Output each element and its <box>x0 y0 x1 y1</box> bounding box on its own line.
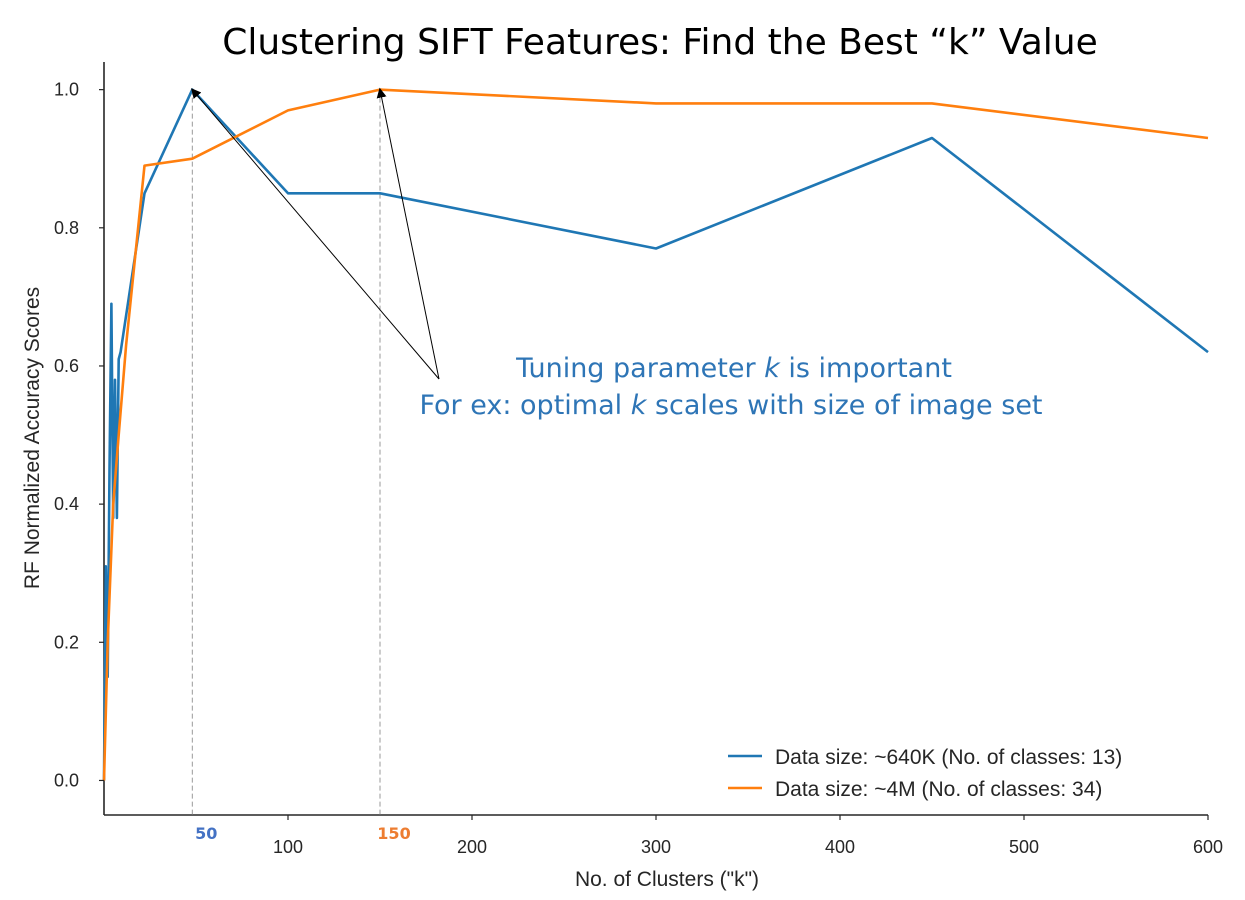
annotation-arrow <box>191 88 440 380</box>
x-tick-label: 400 <box>825 837 855 857</box>
annotation-line-2-italic: k <box>631 390 648 421</box>
y-tick-label: 1.0 <box>54 80 79 100</box>
series-lines <box>102 88 1209 781</box>
annotation-line-1: Tuning parameter k is important <box>515 353 952 384</box>
legend-label-series-2: Data size: ~4M (No. of classes: 34) <box>775 778 1102 801</box>
annotation-line-1-prefix: Tuning parameter <box>515 353 764 384</box>
annotation-arrows <box>191 87 440 380</box>
x-tick-label: 200 <box>457 837 487 857</box>
y-tick-label: 0.2 <box>54 632 79 652</box>
annotation-line-2-prefix: For ex: optimal <box>419 390 630 421</box>
annotation-arrow <box>376 87 440 380</box>
reference-lines: 50 150 <box>191 89 411 843</box>
annotation-line-1-italic: k <box>764 353 781 384</box>
y-tick-label: 0.8 <box>54 218 79 238</box>
y-tick-label: 0.4 <box>54 494 79 514</box>
x-ticks: 100 200 300 400 500 600 <box>273 815 1223 857</box>
annotation-line-2: For ex: optimal k scales with size of im… <box>419 390 1042 421</box>
y-tick-label: 0.6 <box>54 356 79 376</box>
y-tick-label: 0.0 <box>54 770 79 790</box>
chart-title: Clustering SIFT Features: Find the Best … <box>222 22 1098 63</box>
x-tick-label: 500 <box>1009 837 1039 857</box>
reference-marker-label: 150 <box>377 824 410 843</box>
x-tick-label: 600 <box>1193 837 1223 857</box>
y-axis-label: RF Normalized Accuracy Scores <box>21 287 44 589</box>
x-tick-label: 100 <box>273 837 303 857</box>
annotation-line-1-suffix: is important <box>780 353 952 384</box>
x-axis-label: No. of Clusters ("k") <box>575 868 759 891</box>
y-ticks: 0.0 0.2 0.4 0.6 0.8 1.0 <box>54 80 104 790</box>
series-line-1 <box>102 88 1209 781</box>
x-tick-label: 300 <box>641 837 671 857</box>
reference-marker-label: 50 <box>195 824 217 843</box>
legend-label-series-1: Data size: ~640K (No. of classes: 13) <box>775 746 1122 769</box>
annotation-line-2-suffix: scales with size of image set <box>646 390 1042 421</box>
series-line-2 <box>102 88 1209 781</box>
legend: Data size: ~640K (No. of classes: 13) Da… <box>728 746 1122 801</box>
